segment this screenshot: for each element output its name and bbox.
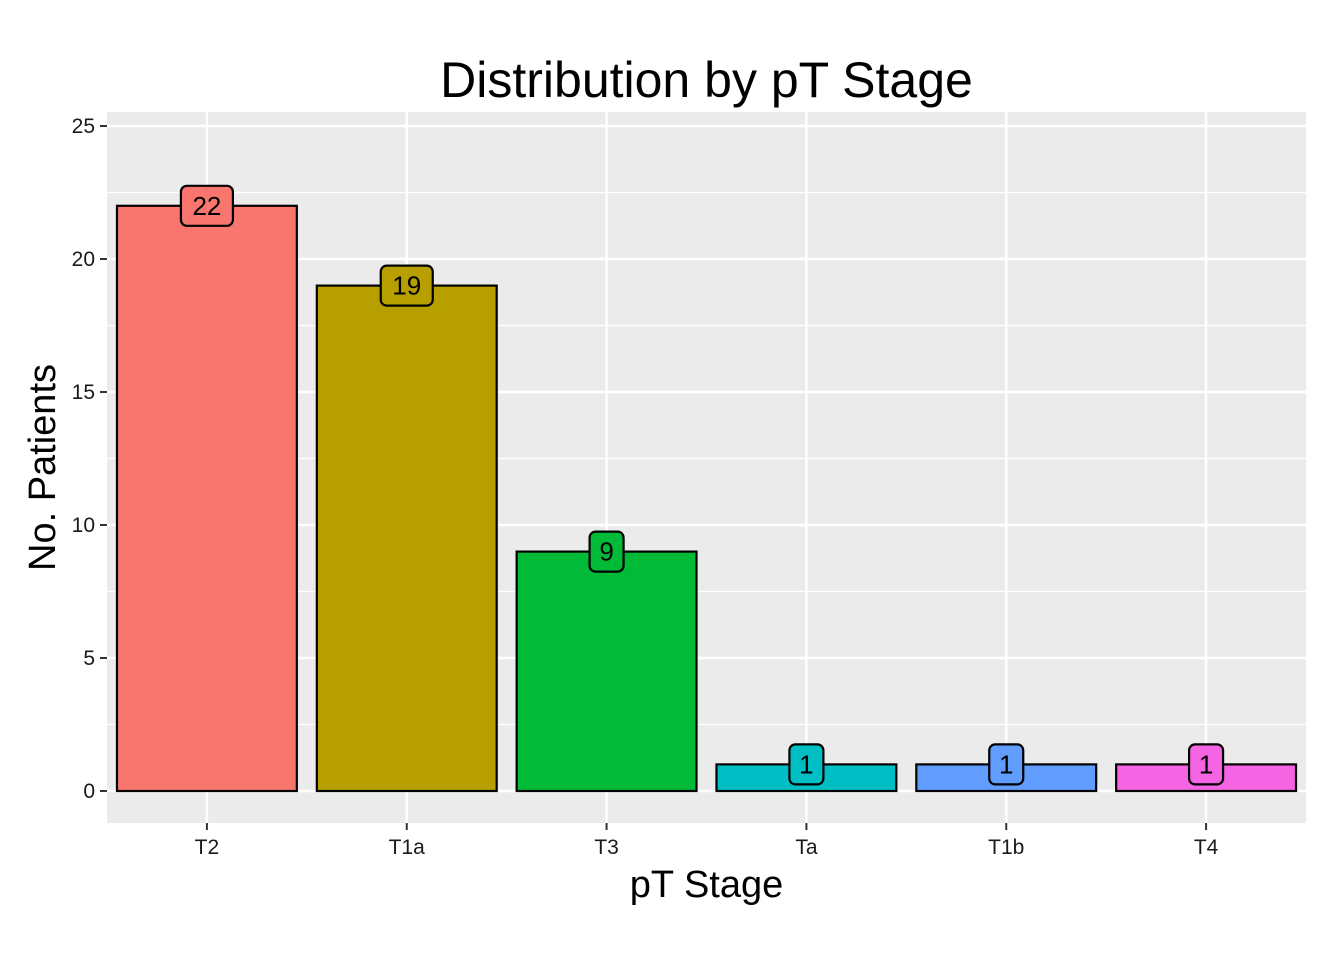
y-tick-label: 15 xyxy=(72,381,95,404)
x-axis: T2 T1a T3 Ta T1b T4 xyxy=(195,823,1219,859)
chart-title: Distribution by pT Stage xyxy=(440,52,973,108)
bar-t1a xyxy=(315,284,498,793)
data-label-box xyxy=(179,184,235,227)
data-label-box xyxy=(988,743,1025,786)
data-labels: 22 19 9 1 1 1 xyxy=(179,184,1225,786)
data-label-box xyxy=(788,743,825,786)
y-axis: 0 5 10 15 20 25 xyxy=(72,115,107,803)
y-tick-label: 25 xyxy=(72,115,95,138)
minor-gridlines xyxy=(107,191,1306,726)
data-label-ta: 1 xyxy=(788,743,825,786)
data-label-text: 9 xyxy=(599,537,613,567)
data-label-box xyxy=(379,264,434,307)
data-label-box xyxy=(1187,743,1225,786)
data-label-t2: 22 xyxy=(179,184,235,227)
data-label-t1b: 1 xyxy=(988,743,1025,786)
data-label-box xyxy=(588,530,625,573)
data-label-text: 1 xyxy=(799,749,813,779)
y-tick-label: 5 xyxy=(83,647,95,670)
x-tick-label: Ta xyxy=(795,836,818,859)
x-tick-label: T4 xyxy=(1194,836,1219,859)
x-tick-label: T1b xyxy=(988,836,1024,859)
y-tick-label: 0 xyxy=(83,780,95,803)
x-tick-label: T3 xyxy=(594,836,619,859)
data-label-text: 1 xyxy=(1199,749,1213,779)
plot-panel xyxy=(107,112,1306,823)
bar-t2 xyxy=(115,204,298,793)
y-tick-label: 10 xyxy=(72,514,95,537)
data-label-text: 19 xyxy=(392,271,421,301)
x-tick-label: T2 xyxy=(195,836,220,859)
data-label-t3: 9 xyxy=(588,530,625,573)
x-axis-title: pT Stage xyxy=(630,864,784,906)
data-label-t1a: 19 xyxy=(379,264,434,307)
data-label-text: 22 xyxy=(192,191,221,221)
major-gridlines xyxy=(107,112,1306,823)
y-tick-label: 20 xyxy=(72,248,95,271)
data-label-t4: 1 xyxy=(1187,743,1225,786)
x-tick-label: T1a xyxy=(389,836,426,859)
bar-t3 xyxy=(515,550,698,793)
bars xyxy=(115,204,1298,793)
y-axis-title: No. Patients xyxy=(22,364,64,571)
data-label-text: 1 xyxy=(999,749,1013,779)
